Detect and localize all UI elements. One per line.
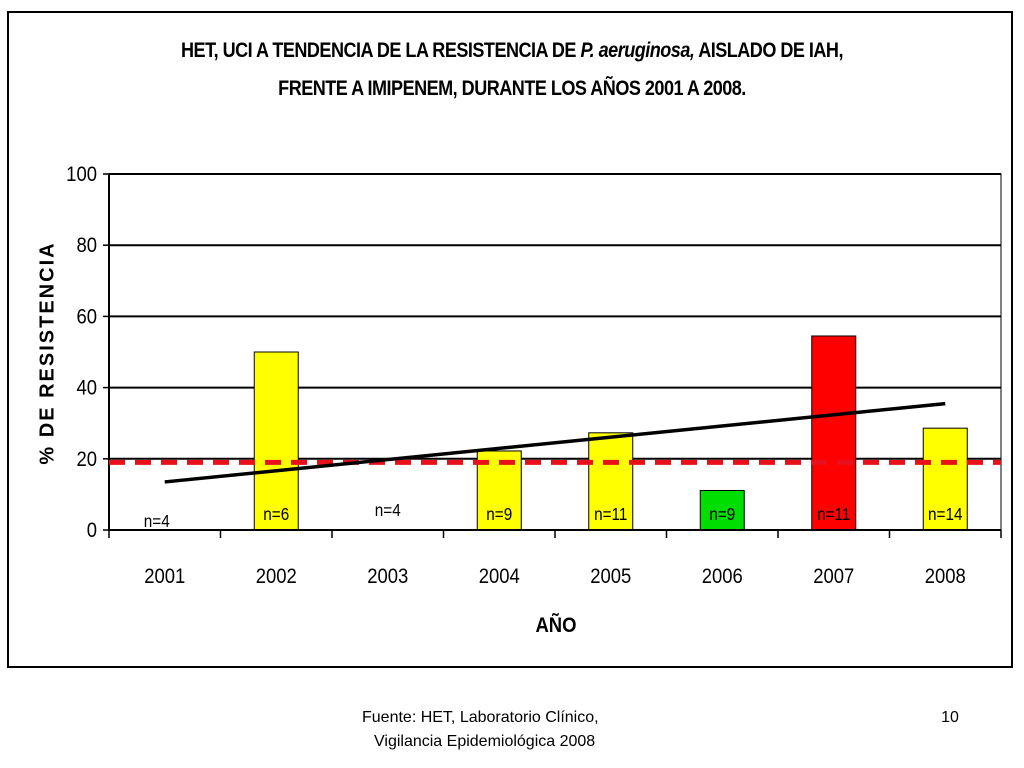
n-label: n=6 — [263, 504, 289, 524]
bars — [253, 335, 968, 531]
x-tick-label: 2004 — [479, 565, 520, 588]
x-tick-label: 2005 — [590, 565, 631, 588]
trend-line — [164, 401, 946, 484]
y-tick-label: 20 — [76, 448, 97, 471]
source-line-1: Fuente: HET, Laboratorio Clínico, — [362, 709, 599, 726]
x-axis-title: AÑO — [535, 613, 576, 637]
y-tick-label: 100 — [66, 163, 97, 186]
source-line-2: Vigilancia Epidemiológica 2008 — [374, 733, 596, 750]
x-tick-label: 2006 — [702, 565, 743, 588]
y-tick-label: 60 — [76, 305, 97, 328]
x-tick-label: 2001 — [144, 565, 185, 588]
overlays — [109, 401, 1001, 484]
bar — [699, 489, 745, 531]
y-axis-title: % DE RESISTENCIA — [36, 241, 58, 464]
title-line1-italic: P. aeruginosa, — [580, 39, 695, 62]
chart-title-line1: HET, UCI A TENDENCIA DE LA RESISTENCIA D… — [72, 32, 953, 70]
slide-number: 10 — [941, 709, 959, 726]
n-label: n=4 — [375, 500, 401, 520]
n-label: n=9 — [709, 504, 735, 524]
chart-title: HET, UCI A TENDENCIA DE LA RESISTENCIA D… — [72, 32, 953, 108]
n-label: n=4 — [144, 511, 170, 531]
y-tick-label: 0 — [87, 519, 97, 542]
gridlines — [108, 173, 1002, 531]
y-tick-label: 80 — [76, 234, 97, 257]
x-tick-label: 2008 — [925, 565, 966, 588]
n-label: n=9 — [486, 504, 512, 524]
bar — [922, 427, 968, 531]
labels: 0 20 40 60 80 100 2001 2002 2003 2004 2005 2006 2007… — [66, 163, 966, 588]
chart-title-line2: FRENTE A IMIPENEM, DURANTE LOS AÑOS 2001… — [278, 77, 746, 100]
axes — [103, 173, 1002, 538]
title-line1-start: HET, UCI A TENDENCIA DE LA RESISTENCIA D… — [181, 39, 581, 62]
x-tick-label: 2007 — [813, 565, 854, 588]
n-label: n=11 — [817, 504, 850, 524]
x-tick-label: 2003 — [367, 565, 408, 588]
n-label: n=14 — [928, 504, 962, 524]
plot-area — [108, 173, 1002, 531]
y-tick-label: 40 — [76, 377, 97, 400]
n-label: n=11 — [594, 504, 627, 524]
bar — [811, 335, 857, 531]
source-note: Fuente: HET, Laboratorio Clínico, Vigila… — [362, 706, 662, 754]
x-tick-label: 2002 — [256, 565, 297, 588]
title-line1-end: AISLADO DE IAH, — [694, 39, 843, 62]
